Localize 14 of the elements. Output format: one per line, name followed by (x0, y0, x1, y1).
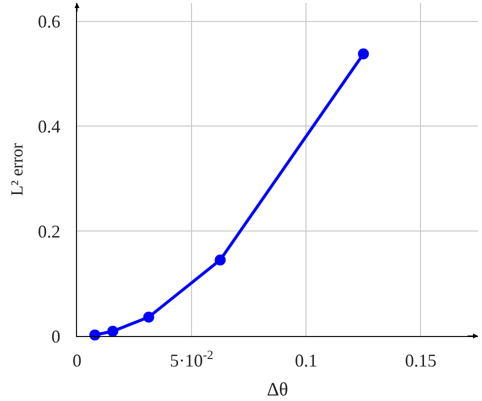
y-tick-label: 0 (51, 326, 60, 346)
y-tick-label: 0.4 (38, 116, 60, 137)
x-tick-label: 0.15 (404, 350, 436, 371)
point (358, 48, 369, 60)
x-axis-title: Δθ (266, 379, 288, 400)
y-tick-label: 0.6 (38, 12, 60, 32)
y-axis-title: L² error (7, 142, 26, 196)
x-tick-label: 0 (72, 350, 82, 371)
point (107, 326, 118, 337)
point (143, 312, 154, 323)
point (214, 254, 226, 266)
x-tick-label: 5·10$^{-2}$ (170, 348, 214, 371)
x-tick-label: 0.1 (294, 350, 318, 371)
y-tick-label: 0.2 (38, 221, 60, 242)
